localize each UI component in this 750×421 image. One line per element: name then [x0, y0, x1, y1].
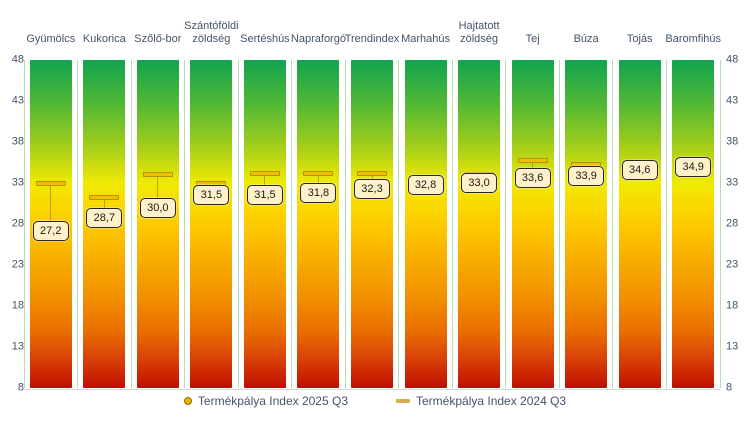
bar-column	[297, 60, 340, 388]
category-label: Napraforgó	[290, 33, 346, 45]
y-axis-tick-left: 8	[17, 381, 24, 394]
marker-dash-2024	[249, 170, 280, 176]
legend-item-2025: Termékpálya Index 2025 Q3	[183, 394, 348, 408]
category-label: Búza	[573, 33, 599, 45]
legend: Termékpálya Index 2025 Q3 Termékpálya In…	[0, 394, 750, 408]
bar-column	[511, 60, 554, 388]
marker-leader-line	[264, 173, 266, 196]
bar-column	[404, 60, 447, 388]
category-label: Szántóföldi zöldség	[184, 20, 239, 45]
marker-dash-2024	[89, 195, 120, 201]
value-label-2025: 32,3	[354, 178, 390, 199]
marker-leader-line	[103, 197, 105, 219]
bar-column	[618, 60, 661, 388]
value-label-2025: 32,8	[407, 174, 444, 195]
y-axis-tick-right: 18	[726, 299, 739, 312]
category-separator-line	[77, 60, 79, 388]
marker-dash-2024	[196, 180, 227, 186]
legend-circle-marker-icon	[183, 397, 192, 405]
x-axis-line	[24, 389, 720, 390]
marker-dash-2024	[517, 157, 548, 163]
y-axis-tick-right: 48	[726, 53, 739, 66]
category-separator-line	[344, 60, 346, 388]
category-label: Trendindex	[344, 33, 400, 45]
y-axis-tick-right: 33	[726, 176, 739, 189]
y-axis-tick-left: 23	[11, 258, 24, 271]
value-label-2025: 31,5	[246, 185, 283, 206]
category-separator-line	[665, 60, 667, 388]
category-separator-line	[558, 60, 560, 388]
value-label-2025: 33,9	[568, 165, 605, 186]
bar-column	[565, 60, 608, 388]
bar-column	[190, 60, 233, 388]
category-label: Szőlő-bor	[134, 33, 182, 45]
legend-dash-marker-icon	[396, 399, 410, 403]
category-label: Sertéshús	[240, 33, 290, 45]
value-label-2025: 33,6	[514, 168, 551, 189]
marker-leader-line	[157, 174, 159, 208]
value-label-2025: 34,6	[621, 159, 658, 180]
value-label-2025: 28,7	[86, 208, 123, 229]
y-axis-tick-left: 33	[11, 176, 24, 189]
y-axis-tick-right: 13	[726, 340, 739, 353]
y-axis-tick-left: 28	[11, 217, 24, 230]
category-label: Kukorica	[82, 33, 126, 45]
bar-column	[243, 60, 286, 388]
category-separator-line	[291, 60, 293, 388]
y-axis-tick-left: 48	[11, 53, 24, 66]
y-axis-tick-right: 23	[726, 258, 739, 271]
category-separator-line	[719, 60, 721, 388]
category-separator-line	[398, 60, 400, 388]
y-axis-tick-left: 13	[11, 340, 24, 353]
category-separator-line	[130, 60, 132, 388]
value-label-2025: 30,0	[139, 197, 176, 218]
y-axis-tick-right: 38	[726, 135, 739, 148]
category-label: Baromfihús	[665, 33, 722, 45]
category-separator-line	[184, 60, 186, 388]
y-axis-tick-right: 28	[726, 217, 739, 230]
bar-column	[672, 60, 715, 388]
legend-item-2024: Termékpálya Index 2024 Q3	[396, 394, 566, 408]
y-axis-tick-left: 43	[11, 94, 24, 107]
category-label: Gyümölcs	[26, 33, 76, 45]
marker-leader-line	[50, 183, 52, 231]
bar-column	[136, 60, 179, 388]
marker-dash-2024	[35, 180, 66, 186]
category-separator-line	[612, 60, 614, 388]
marker-dash-2024	[303, 170, 334, 176]
legend-label-2024: Termékpálya Index 2024 Q3	[416, 394, 567, 408]
category-label: Tej	[525, 33, 540, 45]
category-label: Marhahús	[401, 33, 450, 45]
marker-dash-2024	[142, 172, 173, 178]
category-separator-line	[23, 60, 25, 388]
value-label-2025: 31,5	[193, 185, 230, 206]
y-axis-tick-right: 8	[726, 381, 733, 394]
legend-label-2025: Termékpálya Index 2025 Q3	[197, 394, 348, 408]
category-separator-line	[237, 60, 239, 388]
y-axis-tick-right: 43	[726, 94, 739, 107]
category-label: Hajtatott zöldség	[458, 20, 500, 45]
category-separator-line	[451, 60, 453, 388]
marker-dash-2024	[357, 171, 387, 177]
y-axis-tick-left: 38	[11, 135, 24, 148]
bar-column	[458, 60, 501, 388]
value-label-2025: 27,2	[32, 220, 69, 241]
category-separator-line	[505, 60, 507, 388]
value-label-2025: 31,8	[300, 182, 337, 203]
value-label-2025: 33,0	[461, 173, 498, 193]
value-label-2025: 34,9	[675, 157, 712, 178]
category-label: Tojás	[626, 33, 653, 45]
y-axis-tick-left: 18	[11, 299, 24, 312]
bar-column	[351, 60, 393, 388]
